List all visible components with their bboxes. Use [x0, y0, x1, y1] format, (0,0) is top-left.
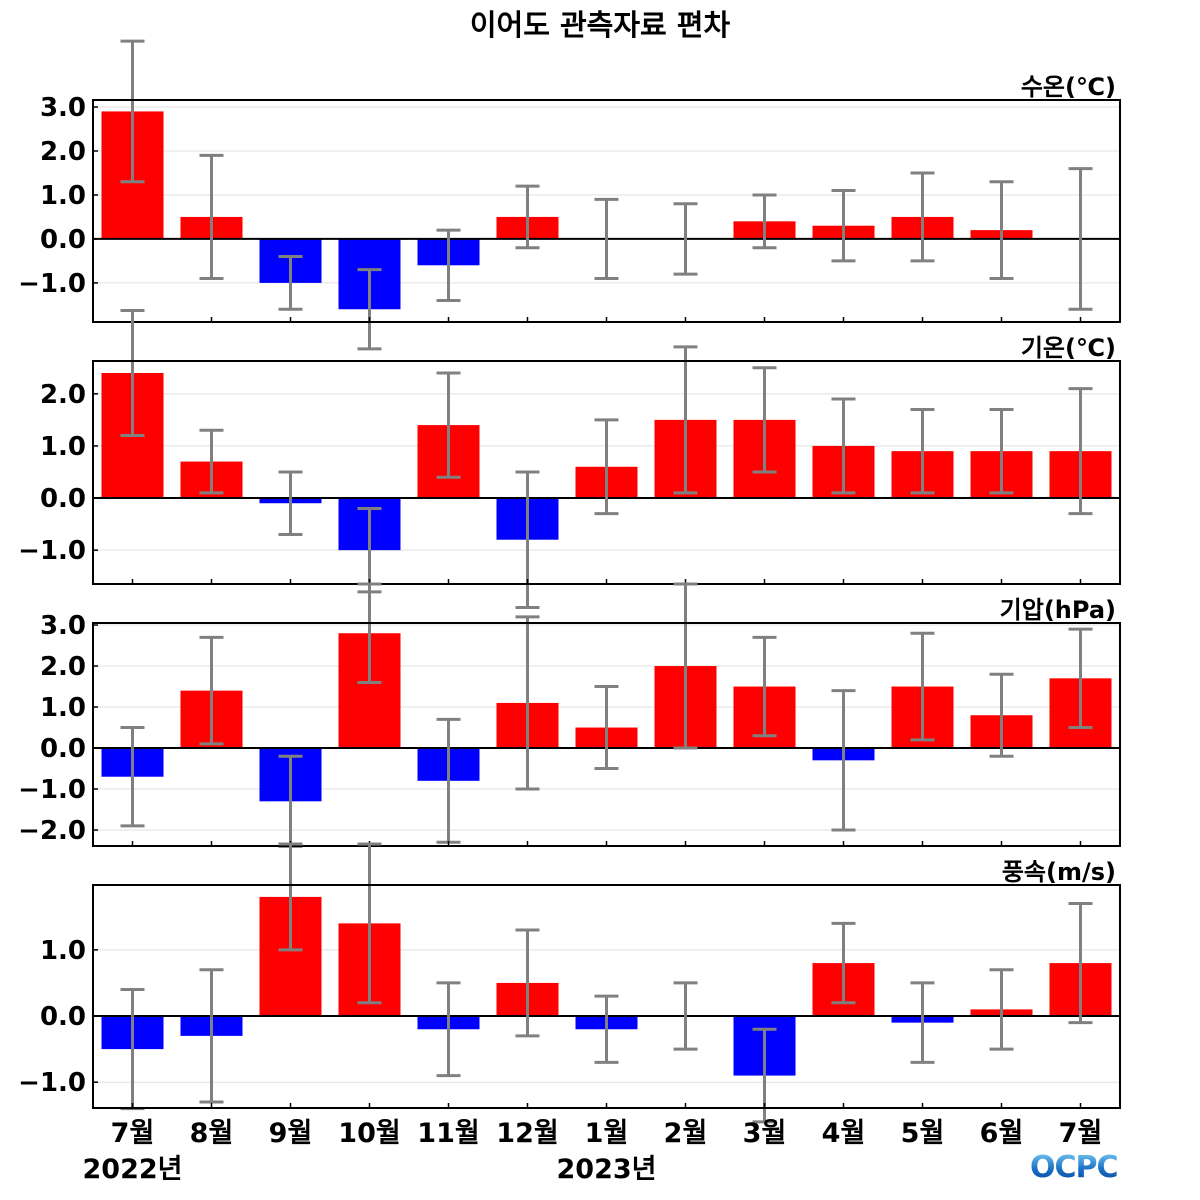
panel-title: 기온(℃): [1021, 334, 1116, 362]
x-tick-label: 5월: [901, 1118, 945, 1149]
y-tick-label: 0.0: [40, 225, 86, 255]
y-tick-label: −1.0: [18, 775, 86, 805]
panel-2: 3.0 2.0 1.0 0.0 −1.0 −2.0 기압(hPa): [18, 582, 1121, 848]
plot-frame: [92, 99, 1121, 323]
y-tick-label: 2.0: [40, 137, 86, 167]
x-tick-label: 12월: [496, 1118, 558, 1149]
x-tick-label: 1월: [585, 1118, 629, 1149]
x-tick-label: 9월: [269, 1118, 313, 1149]
x-tick-label: 10월: [338, 1118, 400, 1149]
plot-frame: [92, 360, 1121, 585]
y-tick-label: −1.0: [18, 269, 86, 299]
panel-3: 1.0 0.0 −1.0 풍속(m/s): [18, 842, 1121, 1124]
y-tick-label: 1.0: [40, 181, 86, 211]
x-tick-label: 6월: [980, 1118, 1024, 1149]
year-label: 2022년: [83, 1154, 183, 1185]
y-tick-label: −1.0: [18, 1068, 86, 1098]
plot-frame: [92, 884, 1121, 1109]
x-tick-label: 4월: [822, 1118, 866, 1149]
plot-frame: [92, 622, 1121, 847]
x-tick-label: 7월: [111, 1118, 155, 1149]
panel-title: 기압(hPa): [1000, 596, 1116, 624]
y-tick-label: 3.0: [40, 93, 86, 123]
y-tick-label: −2.0: [18, 816, 86, 846]
x-tick-label: 7월: [1059, 1118, 1103, 1149]
panel-title: 수온(℃): [1021, 73, 1116, 101]
y-tick-label: 0.0: [40, 734, 86, 764]
panel-0: 3.0 2.0 1.0 0.0 −1.0 수온(℃): [18, 39, 1121, 351]
y-tick-label: 2.0: [40, 652, 86, 682]
panel-title: 풍속(m/s): [1002, 858, 1116, 886]
chart-title: 이어도 관측자료 편차: [469, 8, 731, 42]
panel-1: 2.0 1.0 0.0 −1.0 기온(℃): [18, 308, 1121, 609]
x-tick-label: 2월: [664, 1118, 708, 1149]
ocpc-logo: OCPC: [1030, 1150, 1119, 1185]
y-tick-label: 1.0: [40, 432, 86, 462]
x-tick-label: 8월: [190, 1118, 234, 1149]
x-tick-label: 3월: [743, 1118, 787, 1149]
y-tick-label: 0.0: [40, 1002, 86, 1032]
year-label: 2023년: [557, 1154, 657, 1185]
y-tick-label: 2.0: [40, 380, 86, 410]
y-tick-label: −1.0: [18, 536, 86, 566]
y-tick-label: 1.0: [40, 936, 86, 966]
x-tick-label: 11월: [417, 1118, 479, 1149]
y-tick-label: 3.0: [40, 611, 86, 641]
y-tick-label: 1.0: [40, 693, 86, 723]
y-tick-label: 0.0: [40, 484, 86, 514]
